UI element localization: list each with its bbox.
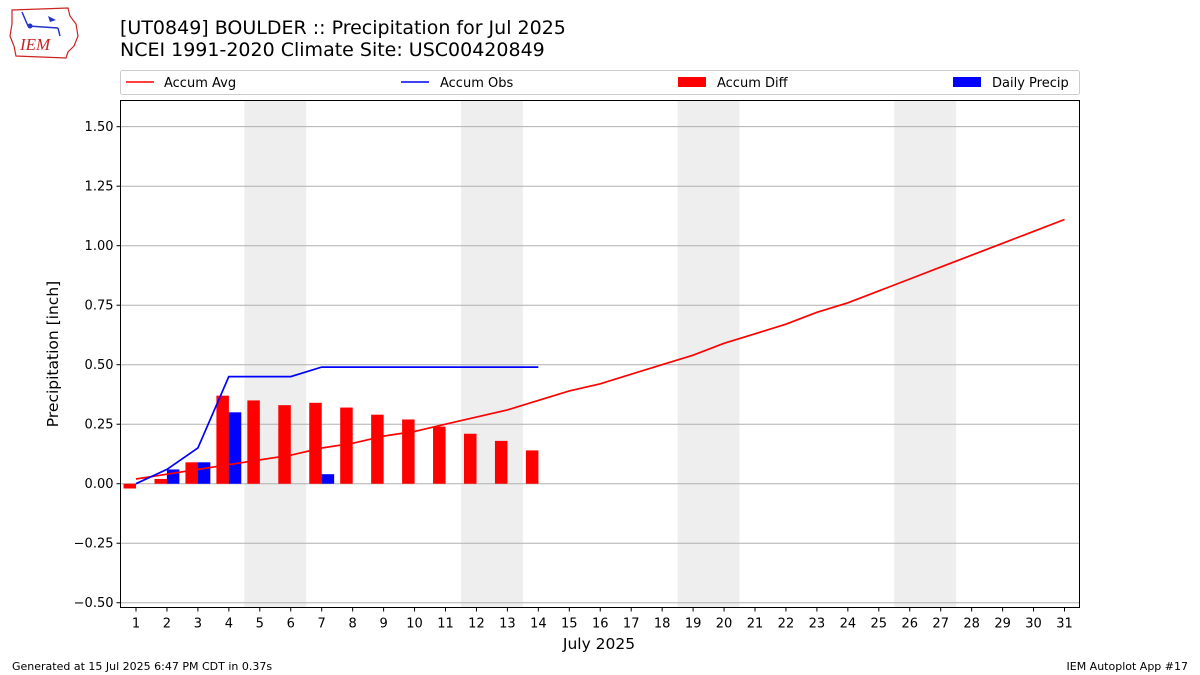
logo-text: IEM — [19, 35, 51, 54]
x-tick-label: 2 — [163, 617, 171, 632]
bar-accum-diff — [309, 402, 322, 484]
x-tick-label: 29 — [994, 617, 1011, 632]
x-tick-label: 4 — [225, 617, 233, 632]
x-tick-label: 14 — [530, 617, 547, 632]
y-tick-label: 1.25 — [85, 180, 114, 195]
bar-accum-diff — [525, 450, 539, 484]
footer-generated: Generated at 15 Jul 2025 6:47 PM CDT in … — [12, 660, 273, 673]
x-tick-label: 13 — [499, 617, 516, 632]
y-tick-label: 0.00 — [85, 477, 114, 492]
bar-daily-precip — [321, 474, 335, 484]
legend-label-accum-avg: Accum Avg — [164, 76, 236, 91]
y-tick-label: 0.25 — [85, 418, 114, 433]
x-tick-label: 28 — [963, 617, 980, 632]
gridlines — [120, 126, 1080, 604]
x-tick-label: 12 — [468, 617, 485, 632]
x-tick-label: 20 — [716, 617, 733, 632]
x-tick-label: 3 — [194, 617, 202, 632]
x-tick-label: 19 — [685, 617, 702, 632]
iem-logo: IEM — [8, 6, 80, 60]
bar-accum-diff — [433, 426, 446, 484]
bar-accum-diff — [402, 419, 415, 484]
x-tick-label: 6 — [287, 617, 295, 632]
footer-app: IEM Autoplot App #17 — [1066, 660, 1189, 673]
legend-label-accum-obs: Accum Obs — [440, 76, 513, 91]
legend: Accum Avg Accum Obs Accum Diff Daily Pre… — [120, 70, 1080, 95]
y-tick-label: 0.50 — [85, 358, 114, 373]
weekend-band-12 — [460, 100, 523, 608]
y-axis-ticks: −0.50 −0.25 0.00 0.25 0.50 0.75 1.00 1.25 1.50 — [74, 120, 121, 611]
x-tick-label: 25 — [871, 617, 888, 632]
bar-accum-diff — [464, 433, 477, 484]
y-tick-label: 1.00 — [85, 239, 114, 254]
x-tick-label: 30 — [1025, 617, 1042, 632]
x-tick-label: 17 — [623, 617, 640, 632]
bar-daily-precip — [228, 412, 242, 484]
x-tick-label: 23 — [809, 617, 826, 632]
line-accum-obs — [135, 366, 539, 485]
x-tick-label: 24 — [840, 617, 857, 632]
legend-box — [120, 70, 1080, 95]
x-tick-label: 27 — [932, 617, 949, 632]
weekend-shading — [244, 100, 957, 608]
x-tick-label: 26 — [901, 617, 918, 632]
x-tick-label: 22 — [778, 617, 795, 632]
legend-label-accum-diff: Accum Diff — [717, 76, 789, 91]
y-tick-label: 0.75 — [85, 299, 114, 314]
legend-item-accum-obs: Accum Obs — [401, 76, 513, 91]
x-tick-label: 8 — [349, 617, 357, 632]
bar-accum-diff — [371, 414, 384, 484]
line-accum-avg — [135, 218, 1065, 480]
bar-daily-precip — [197, 462, 211, 484]
bar-accum-diff — [247, 400, 260, 484]
chart-subtitle: NCEI 1991-2020 Climate Site: USC00420849 — [120, 39, 545, 61]
x-tick-label: 5 — [256, 617, 264, 632]
bar-daily-precip — [166, 469, 180, 484]
weekend-band-5 — [244, 100, 307, 608]
lines — [135, 218, 1065, 485]
x-tick-label: 9 — [379, 617, 387, 632]
y-tick-label: 1.50 — [85, 120, 114, 135]
weekend-band-26 — [894, 100, 957, 608]
y-axis-label: Precipitation [inch] — [44, 281, 62, 427]
bar-accum-diff — [494, 440, 508, 484]
x-axis-ticks: 1 2 3 4 5 6 7 8 9 10 11 12 13 14 15 16 17 18 19 20 21 22 23 24 2… — [132, 607, 1073, 632]
bar-accum-diff — [216, 395, 229, 484]
legend-item-accum-avg: Accum Avg — [126, 76, 236, 91]
bar-accum-diff — [278, 405, 291, 484]
legend-item-accum-diff: Accum Diff — [678, 76, 789, 91]
x-tick-label: 21 — [747, 617, 764, 632]
chart-title: [UT0849] BOULDER :: Precipitation for Ju… — [120, 17, 566, 61]
y-tick-label: −0.50 — [74, 596, 114, 611]
x-tick-label: 18 — [654, 617, 671, 632]
x-tick-label: 31 — [1056, 617, 1073, 632]
bar-accum-diff — [123, 483, 137, 489]
x-tick-label: 11 — [437, 617, 454, 632]
y-tick-label: −0.25 — [74, 537, 114, 552]
x-tick-label: 7 — [318, 617, 326, 632]
legend-label-daily-precip: Daily Precip — [992, 76, 1069, 91]
x-tick-label: 1 — [132, 617, 140, 632]
x-tick-label: 15 — [561, 617, 578, 632]
x-tick-label: 16 — [592, 617, 609, 632]
chart-title-line1: [UT0849] BOULDER :: Precipitation for Ju… — [120, 17, 566, 39]
legend-swatch-daily-precip — [953, 77, 981, 87]
x-axis-label: July 2025 — [562, 635, 635, 653]
bar-accum-diff — [185, 462, 198, 484]
bar-accum-diff — [340, 407, 353, 484]
x-tick-label: 10 — [406, 617, 423, 632]
legend-swatch-accum-diff — [678, 77, 706, 87]
legend-item-daily-precip: Daily Precip — [953, 76, 1069, 91]
bars — [123, 395, 539, 489]
bar-accum-diff — [154, 478, 167, 484]
weekend-band-19 — [677, 100, 740, 608]
